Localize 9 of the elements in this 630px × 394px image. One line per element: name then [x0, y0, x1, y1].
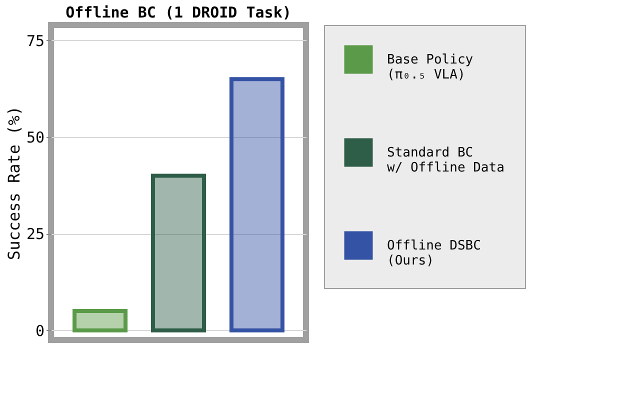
y-tick-label: 25: [26, 225, 44, 244]
legend-label: Standard BC w/ Offline Data: [387, 146, 504, 176]
legend-label: Offline DSBC (Ours): [387, 238, 481, 268]
chart-title: Offline BC (1 DROID Task): [66, 4, 292, 22]
y-axis-title: Success Rate (%): [4, 106, 24, 260]
y-tick-label: 75: [26, 32, 44, 50]
y-tick-label: 50: [26, 128, 44, 147]
legend-label: Base Policy (π₀.₅ VLA): [387, 52, 474, 82]
y-tick-label: 0: [35, 322, 44, 340]
